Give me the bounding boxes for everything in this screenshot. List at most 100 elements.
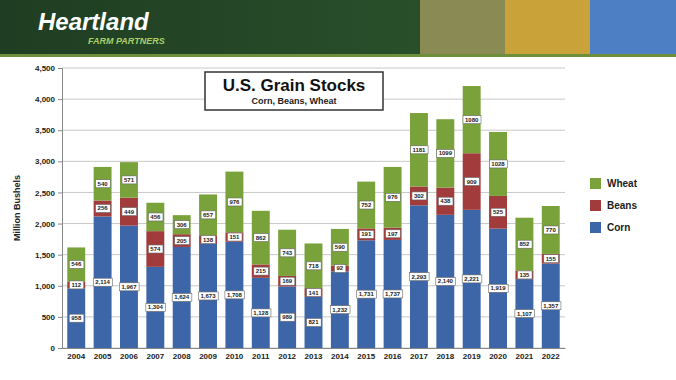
x-tick: 2009 [199,348,217,361]
data-label: 256 [98,205,109,211]
bars [67,86,559,348]
data-label-box [359,201,374,209]
x-tick-label: 2017 [410,352,428,361]
data-label-box [69,281,83,289]
bar-segment [542,264,560,348]
data-label: 976 [388,194,399,200]
data-label-box [280,277,295,285]
data-label-box [254,267,269,275]
bar-segment [146,203,164,231]
y-axis-title: Million Bushels [12,175,22,241]
data-label: 718 [308,263,319,269]
bar-segment [173,247,191,348]
x-tick-label: 2013 [305,352,323,361]
data-label-box [280,249,295,257]
data-label: 909 [467,179,478,185]
data-label: 169 [282,278,293,284]
data-label-box [225,291,245,299]
y-tick-label: 1,500 [35,251,56,260]
data-label: 197 [388,231,399,237]
data-label-box [122,176,137,184]
x-axis-line [63,348,566,349]
bar-segment [67,281,85,288]
data-label: 135 [519,272,530,278]
x-tick: 2018 [436,348,454,361]
data-label: 449 [124,209,135,215]
bar-segment [225,172,243,233]
bar-segment [225,242,243,348]
data-label: 546 [71,261,82,267]
bar-segment [252,278,270,348]
data-label: 1,624 [174,294,190,300]
legend-label: Beans [607,200,637,211]
x-tick: 2004 [67,348,85,361]
data-label-box [436,277,456,285]
bar-segment [463,210,481,348]
bar-segment [410,113,428,186]
data-label-box [489,160,507,168]
bar-segment [357,182,375,229]
data-label: 1,731 [359,291,375,297]
y-tick-mark [58,192,62,193]
data-label: 151 [229,234,240,240]
bar-segment [146,231,164,267]
data-label: 1,107 [517,311,533,317]
y-tick: 0 [51,344,62,353]
y-tick-mark [58,68,62,69]
data-label-box [201,211,216,219]
y-tick-label: 2,500 [35,189,56,198]
y-axis-line [58,69,63,349]
data-label: 1,967 [121,284,137,290]
bar-segment [278,286,296,348]
y-tick-label: 500 [42,313,56,322]
bar-segment [252,264,270,277]
data-label-box [515,310,535,318]
bar-segment [331,229,349,266]
data-label-box [227,233,242,241]
bar-segment [384,240,402,348]
title-frame [205,72,383,110]
x-tick-label: 2021 [516,352,534,361]
x-tick-label: 2005 [94,352,112,361]
header-rule [0,54,676,57]
y-tick: 1,000 [35,282,62,291]
title: U.S. Grain Stocks [223,76,366,95]
bar-segment [410,187,428,206]
data-label-box [544,255,559,263]
data-label-box [119,283,139,291]
grid-line [62,130,565,131]
data-label: 1,357 [543,303,559,309]
y-tick-label: 4,000 [35,95,56,104]
bar-segment [278,230,296,276]
data-label: 852 [519,241,530,247]
x-tick-label: 2012 [278,352,296,361]
legend-swatch [590,200,601,211]
data-label-box [541,302,561,310]
data-label: 191 [361,231,372,237]
data-label-box [412,192,427,200]
bar-segment [410,205,428,348]
data-label-box [517,271,532,279]
x-tick-label: 2008 [173,352,191,361]
data-label-box [199,292,219,300]
x-tick: 2010 [226,348,244,361]
bar-segment [357,240,375,348]
bar-segment [305,288,323,297]
data-label-box [386,193,401,201]
x-tick: 2008 [173,348,191,361]
y-tick-label: 2,000 [35,220,56,229]
bar-segment [225,232,243,241]
bar-segment [436,119,454,187]
bar-segment [199,244,217,348]
bar-segment [489,132,507,196]
y-tick-mark [58,161,62,162]
data-label-box [462,275,482,283]
title-box: U.S. Grain StocksCorn, Beans, Wheat [205,72,383,110]
bar-segment [463,153,481,210]
y-tick-label: 4,500 [35,64,56,73]
legend-label: Corn [607,222,630,233]
data-labels: 9582,1141,9671,3041,6241,6731,7081,12898… [69,116,561,327]
y-tick-mark [58,99,62,100]
data-label: 92 [337,265,344,271]
data-label-box [489,284,509,292]
